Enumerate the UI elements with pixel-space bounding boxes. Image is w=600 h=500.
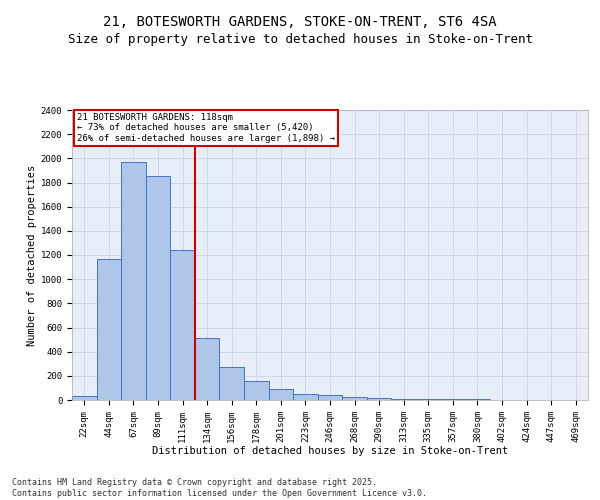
Bar: [391, 399, 416, 400]
Bar: [170, 250, 195, 400]
Bar: [318, 395, 342, 400]
X-axis label: Distribution of detached houses by size in Stoke-on-Trent: Distribution of detached houses by size …: [152, 446, 508, 456]
Y-axis label: Number of detached properties: Number of detached properties: [26, 164, 37, 346]
Bar: [342, 397, 367, 400]
Bar: [244, 382, 269, 400]
Text: Size of property relative to detached houses in Stoke-on-Trent: Size of property relative to detached ho…: [67, 32, 533, 46]
Bar: [146, 176, 170, 400]
Bar: [269, 389, 293, 400]
Bar: [293, 394, 318, 400]
Bar: [97, 258, 121, 400]
Bar: [121, 162, 146, 400]
Bar: [367, 398, 391, 400]
Text: Contains HM Land Registry data © Crown copyright and database right 2025.
Contai: Contains HM Land Registry data © Crown c…: [12, 478, 427, 498]
Bar: [72, 396, 97, 400]
Text: 21 BOTESWORTH GARDENS: 118sqm
← 73% of detached houses are smaller (5,420)
26% o: 21 BOTESWORTH GARDENS: 118sqm ← 73% of d…: [77, 113, 335, 142]
Text: 21, BOTESWORTH GARDENS, STOKE-ON-TRENT, ST6 4SA: 21, BOTESWORTH GARDENS, STOKE-ON-TRENT, …: [103, 15, 497, 29]
Bar: [220, 368, 244, 400]
Bar: [195, 338, 220, 400]
